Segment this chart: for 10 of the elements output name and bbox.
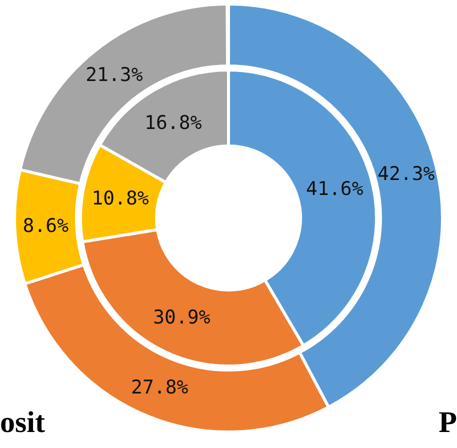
- text: osit: [0, 406, 46, 439]
- data-label: 8.6%: [22, 214, 70, 237]
- data-label: 41.6%: [306, 178, 364, 200]
- text: P: [438, 406, 457, 439]
- data-label: 42.3%: [378, 162, 436, 185]
- data-label: 16.8%: [144, 112, 202, 134]
- data-label: 30.9%: [153, 306, 211, 329]
- data-label: 10.8%: [92, 188, 150, 210]
- data-label: 27.8%: [130, 376, 189, 399]
- data-label: 21.3%: [86, 64, 144, 86]
